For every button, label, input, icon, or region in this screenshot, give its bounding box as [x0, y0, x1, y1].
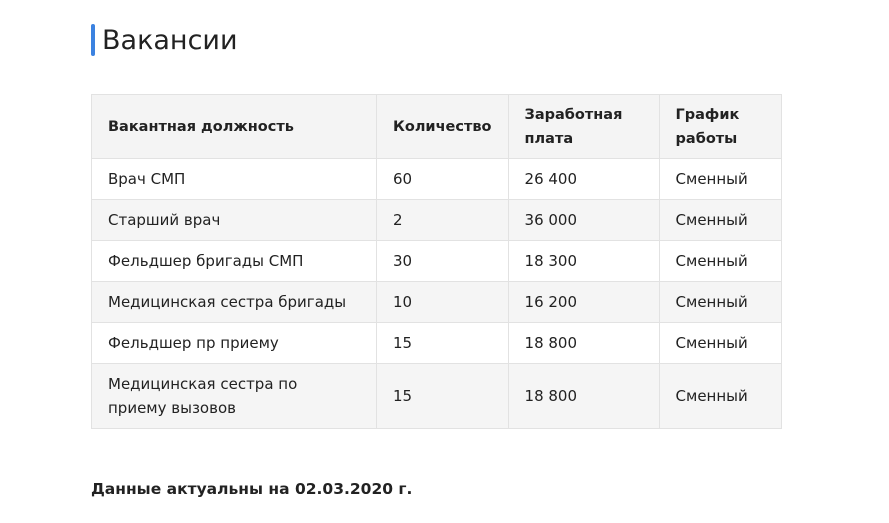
data-date-note: Данные актуальны на 02.03.2020 г. [91, 480, 413, 498]
cell-salary: 16 200 [507, 281, 660, 323]
vacancies-table: Вакантная должность Количество Заработна… [91, 94, 783, 429]
page-heading: Вакансии [102, 24, 238, 56]
cell-salary: 26 400 [507, 158, 660, 200]
cell-count: 15 [376, 363, 509, 429]
cell-count: 2 [376, 199, 509, 241]
cell-position: Медицинская сестра по приему вызовов [91, 363, 377, 429]
page-title: Вакансии [91, 22, 238, 58]
cell-schedule: Сменный [658, 199, 783, 241]
cell-count: 60 [376, 158, 509, 200]
table-row: Фельдшер бригады СМП 30 18 300 Сменный [91, 240, 783, 282]
cell-count: 30 [376, 240, 509, 282]
cell-salary: 18 800 [507, 363, 660, 429]
cell-schedule: Сменный [658, 281, 783, 323]
cell-schedule: Сменный [658, 158, 783, 200]
cell-position: Старший врач [91, 199, 377, 241]
cell-count: 10 [376, 281, 509, 323]
table-row: Медицинская сестра по приему вызовов 15 18… [91, 363, 783, 429]
header-position: Вакантная должность [91, 94, 377, 159]
cell-position: Медицинская сестра бригады [91, 281, 377, 323]
cell-position: Врач СМП [91, 158, 377, 200]
cell-salary: 36 000 [507, 199, 660, 241]
table-header: Вакантная должность Количество Заработна… [91, 94, 783, 159]
table-row: Фельдшер пр приему 15 18 800 Сменный [91, 322, 783, 364]
cell-count: 15 [376, 322, 509, 364]
cell-position: Фельдшер бригады СМП [91, 240, 377, 282]
table-row: Врач СМП 60 26 400 Сменный [91, 158, 783, 200]
cell-schedule: Сменный [658, 363, 783, 429]
table-row: Медицинская сестра бригады 10 16 200 Сменны… [91, 281, 783, 323]
cell-salary: 18 800 [507, 322, 660, 364]
cell-salary: 18 300 [507, 240, 660, 282]
table-row: Старший врач 2 36 000 Сменный [91, 199, 783, 241]
header-salary: Заработная плата [507, 94, 660, 159]
cell-position: Фельдшер пр приему [91, 322, 377, 364]
header-schedule: График работы [658, 94, 783, 159]
title-accent-bar [91, 24, 95, 56]
cell-schedule: Сменный [658, 240, 783, 282]
cell-schedule: Сменный [658, 322, 783, 364]
header-count: Количество [376, 94, 509, 159]
